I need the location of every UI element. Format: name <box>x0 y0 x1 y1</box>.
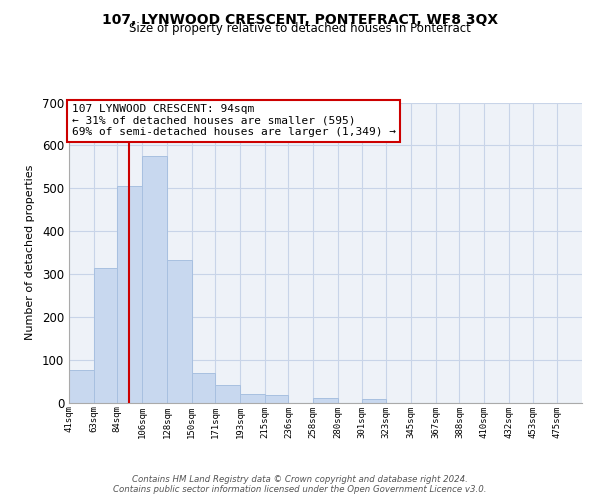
Bar <box>240 394 265 402</box>
Bar <box>118 186 142 402</box>
Text: 107 LYNWOOD CRESCENT: 94sqm
← 31% of detached houses are smaller (595)
69% of se: 107 LYNWOOD CRESCENT: 94sqm ← 31% of det… <box>71 104 395 137</box>
Y-axis label: Number of detached properties: Number of detached properties <box>25 165 35 340</box>
Text: 107, LYNWOOD CRESCENT, PONTEFRACT, WF8 3QX: 107, LYNWOOD CRESCENT, PONTEFRACT, WF8 3… <box>102 12 498 26</box>
Bar <box>142 156 167 402</box>
Text: Contains HM Land Registry data © Crown copyright and database right 2024.
Contai: Contains HM Land Registry data © Crown c… <box>113 474 487 494</box>
Bar <box>191 372 215 402</box>
Bar <box>215 386 240 402</box>
Bar <box>69 370 94 402</box>
Text: Size of property relative to detached houses in Pontefract: Size of property relative to detached ho… <box>129 22 471 35</box>
Bar <box>265 395 289 402</box>
Bar <box>313 398 338 402</box>
Bar <box>167 260 191 402</box>
Bar <box>94 268 118 402</box>
Bar <box>361 399 386 402</box>
